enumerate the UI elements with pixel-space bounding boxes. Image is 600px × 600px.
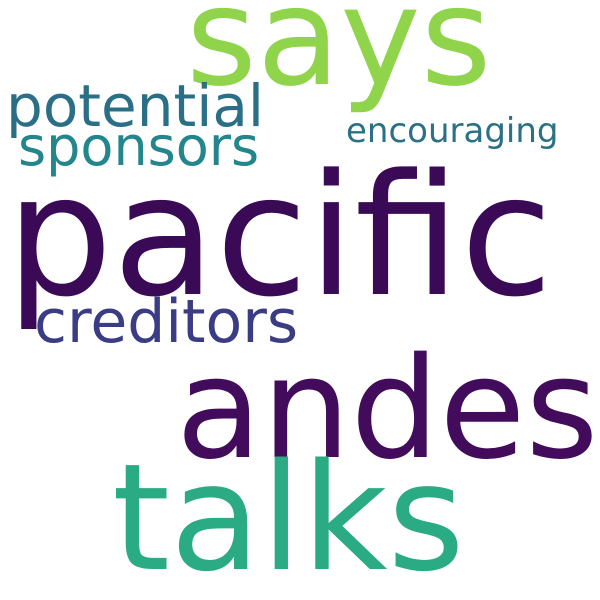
word-sponsors: sponsors (18, 115, 260, 178)
word-andes: andes (176, 328, 599, 491)
word-says: says (186, 0, 492, 117)
word-potential: potential (6, 72, 264, 140)
word-encouraging: encouraging (346, 111, 559, 151)
word-talks: talks (112, 432, 465, 600)
word-creditors: creditors (34, 287, 299, 357)
word-pacific: pacific (6, 138, 553, 334)
